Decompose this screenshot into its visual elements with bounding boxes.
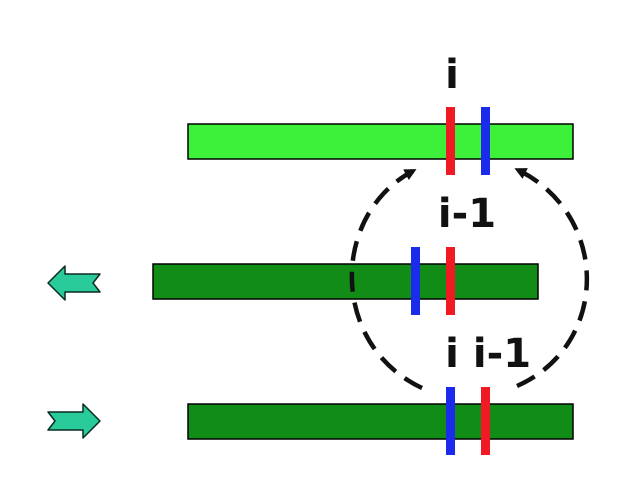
dashed-arrow-left [349,169,423,391]
label-i-minus-1-bottom: i-1 [473,331,531,377]
bar-bottom [187,403,574,440]
marker-middle-blue [411,247,420,315]
label-i-minus-1-middle: i-1 [438,191,496,237]
marker-middle-red [446,247,455,315]
dashed-arrow-right [514,167,589,389]
label-i-top: i [445,52,459,98]
marker-bottom-red [481,387,490,455]
bar-top [187,123,574,160]
left-arrow-icon [47,265,101,301]
bar-middle [152,263,539,300]
label-i-bottom: i [445,331,459,377]
right-arrow-icon [47,403,101,439]
marker-top-blue [481,107,490,175]
marker-bottom-blue [446,387,455,455]
marker-top-red [446,107,455,175]
